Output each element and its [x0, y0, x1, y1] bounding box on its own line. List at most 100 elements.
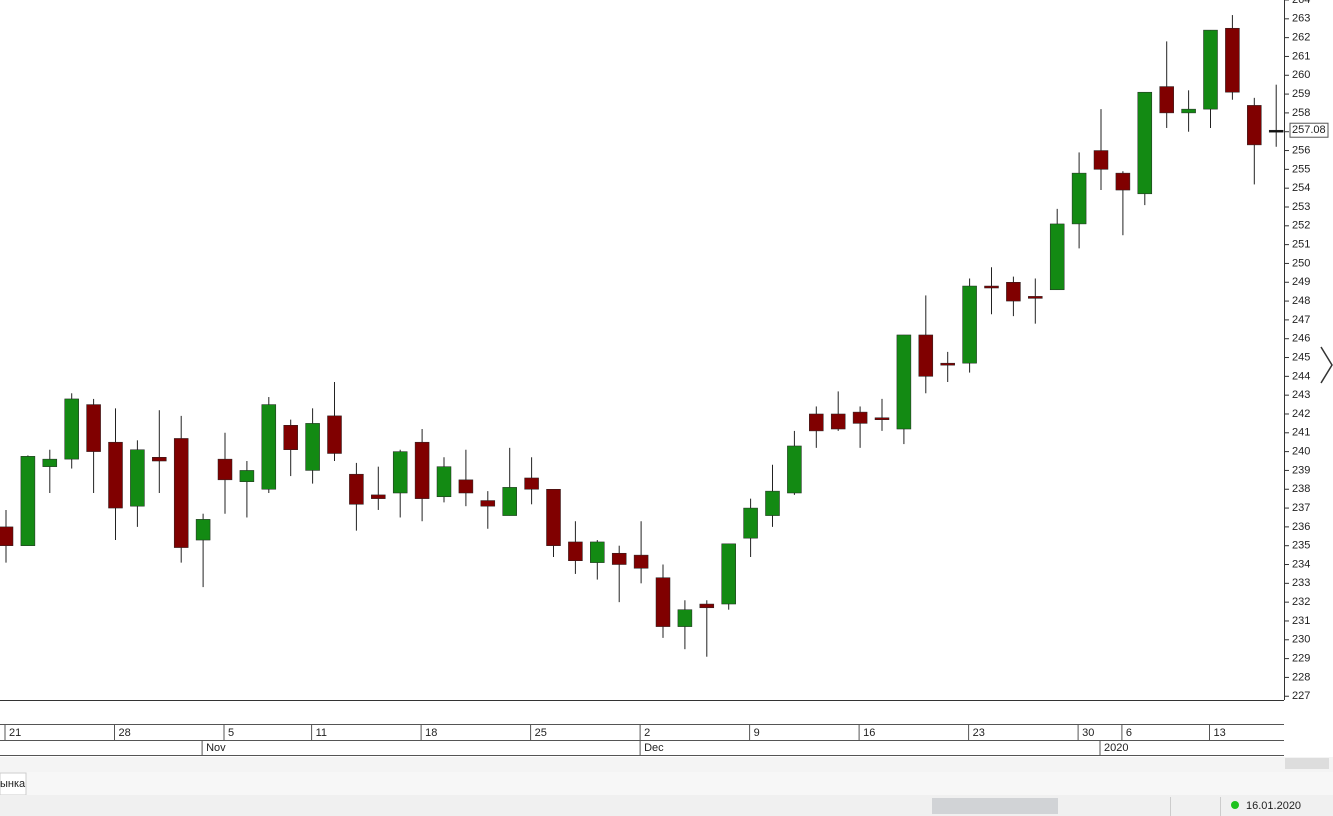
candle-body [655, 577, 671, 627]
candle-body [721, 543, 736, 605]
y-tick-label: 235 [1292, 540, 1310, 552]
candle-body [1247, 105, 1262, 146]
candle-body [261, 404, 277, 490]
y-tick-label: 248 [1292, 295, 1310, 307]
candle-body [1225, 27, 1240, 93]
y-tick-label: 253 [1292, 201, 1310, 213]
y-tick-label: 240 [1292, 446, 1310, 458]
y-tick-label: 249 [1292, 276, 1310, 288]
x-tick-label: 25 [535, 727, 547, 739]
y-tick-label: 264 [1292, 0, 1310, 6]
candle-body [633, 554, 649, 569]
candle-body [1093, 150, 1109, 170]
scroll-arrow[interactable] [1320, 346, 1333, 384]
candle-body [874, 417, 890, 420]
candle-body [436, 466, 452, 498]
candle-body [524, 477, 539, 490]
tab-row [0, 772, 1333, 795]
y-tick-label: 231 [1292, 615, 1310, 627]
y-tick-label: 260 [1292, 69, 1310, 81]
candle-body [743, 507, 758, 539]
y-tick-label: 252 [1292, 220, 1310, 232]
candle-body [392, 451, 408, 494]
x-tick-label: 21 [9, 727, 21, 739]
candle-body [152, 457, 167, 462]
x-tick-label: 2 [644, 727, 650, 739]
candle-body [962, 285, 977, 364]
month-label: Dec [644, 742, 664, 754]
month-label: 2020 [1104, 742, 1128, 754]
tab-label[interactable]: ынка [0, 778, 26, 790]
x-tick-label: 11 [316, 727, 327, 739]
y-tick-label: 234 [1292, 558, 1310, 570]
candle-body [1137, 91, 1153, 195]
y-tick-label: 238 [1292, 483, 1310, 495]
candle-body [217, 458, 233, 481]
candle-body [173, 438, 189, 548]
candle-body [1268, 129, 1284, 133]
y-tick-label: 239 [1292, 464, 1310, 476]
y-tick-label: 243 [1292, 389, 1310, 401]
y-tick-label: 227 [1292, 690, 1310, 702]
candle-body [414, 441, 430, 499]
y-tick-label: 242 [1292, 408, 1310, 420]
candle-body [546, 488, 561, 546]
candle-body [1049, 223, 1065, 291]
candle-body [809, 413, 824, 432]
blurred-area [932, 798, 1058, 814]
candle-body [327, 415, 342, 454]
candle-body [349, 473, 364, 505]
candle-body [852, 411, 868, 424]
month-label: Nov [206, 742, 226, 754]
status-indicator [1231, 801, 1239, 809]
y-tick-label: 261 [1292, 50, 1310, 62]
candle-body [20, 456, 36, 546]
candle-body [1028, 296, 1043, 299]
candle-body [1181, 108, 1196, 114]
x-tick-label: 5 [228, 727, 234, 739]
y-tick-label: 256 [1292, 144, 1310, 156]
x-tick-label: 18 [425, 727, 437, 739]
candle-body [984, 285, 999, 289]
y-tick-label: 246 [1292, 333, 1310, 345]
candle-body [0, 526, 14, 546]
x-tick-label: 16 [863, 727, 875, 739]
x-tick-label: 30 [1082, 727, 1094, 739]
candle-body [1115, 172, 1131, 191]
y-tick-label: 228 [1292, 671, 1310, 683]
x-tick-label: 28 [119, 727, 131, 739]
candle-body [590, 541, 605, 563]
candle-body [611, 552, 627, 565]
candle-body [64, 398, 79, 460]
candle-body [918, 334, 934, 377]
x-tick-label: 23 [973, 727, 985, 739]
scroll-band [0, 757, 1333, 772]
y-tick-label: 254 [1292, 182, 1310, 194]
candle-body [896, 334, 912, 430]
candle-body [1203, 29, 1218, 110]
candle-body [830, 413, 846, 430]
candle-body [1006, 282, 1021, 302]
y-tick-label: 259 [1292, 88, 1310, 100]
candle-body [765, 490, 780, 516]
y-tick-label: 232 [1292, 596, 1310, 608]
y-tick-label: 236 [1292, 521, 1310, 533]
y-tick-label: 251 [1292, 239, 1310, 251]
y-tick-label: 241 [1292, 427, 1310, 439]
status-date: 16.01.2020 [1246, 800, 1301, 812]
y-tick-label: 245 [1292, 351, 1310, 363]
candle-body [283, 425, 298, 450]
candle-body [42, 458, 58, 467]
scroll-thumb[interactable] [1285, 758, 1329, 769]
x-tick-label: 9 [754, 727, 760, 739]
candle-body [371, 494, 386, 499]
y-tick-label: 250 [1292, 257, 1310, 269]
y-tick-label: 263 [1292, 13, 1310, 25]
y-tick-label: 247 [1292, 314, 1310, 326]
price-label: 257.08 [1292, 124, 1326, 136]
candle-body [130, 449, 145, 507]
candle-body [1071, 172, 1087, 225]
